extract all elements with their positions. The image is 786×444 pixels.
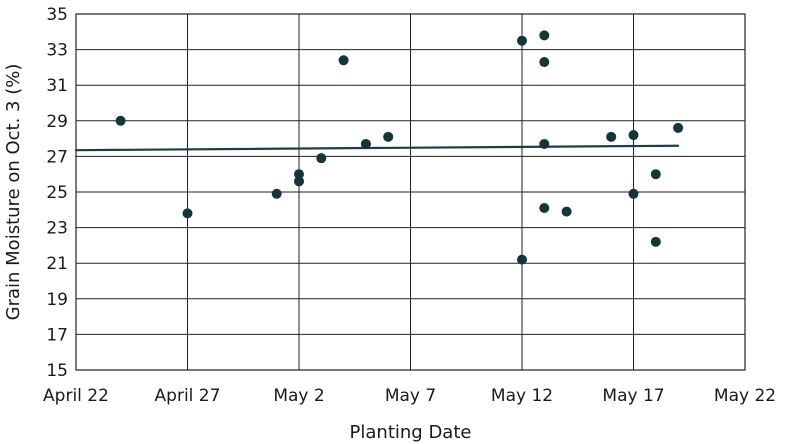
data-point <box>182 208 193 219</box>
data-point <box>383 131 394 142</box>
data-point <box>628 188 639 199</box>
y-tick-label: 21 <box>46 254 68 274</box>
y-tick-label: 25 <box>46 183 68 203</box>
y-tick-label: 29 <box>46 112 68 132</box>
trendline <box>74 144 680 152</box>
data-point <box>650 169 661 180</box>
y-tick-labels: 15 17 19 21 23 25 27 29 31 33 35 <box>46 5 68 381</box>
y-tick-label: 35 <box>46 5 68 25</box>
x-tick-label: May 17 <box>602 386 664 406</box>
data-point <box>650 236 661 247</box>
trendline-layer <box>74 144 680 152</box>
y-tick-label: 23 <box>46 219 68 239</box>
data-point <box>360 138 371 149</box>
data-points <box>115 30 684 265</box>
data-point <box>517 35 527 46</box>
x-tick-label: May 7 <box>385 386 436 406</box>
data-point <box>673 122 684 133</box>
data-point <box>294 176 304 187</box>
y-tick-label: 17 <box>46 325 68 345</box>
data-point <box>517 254 527 265</box>
data-point <box>539 203 550 214</box>
data-point <box>628 130 639 141</box>
x-axis-title: Planting Date <box>350 422 472 443</box>
data-point <box>539 138 550 149</box>
data-point <box>316 153 327 164</box>
x-tick-label: April 22 <box>43 386 109 406</box>
data-point <box>294 169 304 180</box>
y-axis-title: Grain Moisture on Oct. 3 (%) <box>3 64 24 321</box>
x-tick-label: May 2 <box>273 386 324 406</box>
data-point <box>561 206 572 217</box>
y-tick-label: 19 <box>46 290 68 310</box>
x-tick-label: May 12 <box>491 386 553 406</box>
x-tick-label: April 27 <box>155 386 221 406</box>
y-tick-label: 27 <box>46 147 68 167</box>
x-tick-label: May 22 <box>714 386 776 406</box>
data-point <box>338 55 349 66</box>
data-point <box>606 131 617 142</box>
data-point <box>539 30 550 41</box>
y-tick-label: 15 <box>46 361 68 381</box>
y-tick-label: 31 <box>46 76 68 96</box>
plot-frame <box>75 13 746 371</box>
data-point <box>115 115 126 126</box>
grid-layer <box>75 13 746 371</box>
data-point <box>271 188 282 199</box>
x-tick-labels: April 22 April 27 May 2 May 7 May 12 May 17 Ma… <box>43 386 776 406</box>
y-tick-label: 33 <box>46 41 68 61</box>
data-point <box>539 57 550 68</box>
